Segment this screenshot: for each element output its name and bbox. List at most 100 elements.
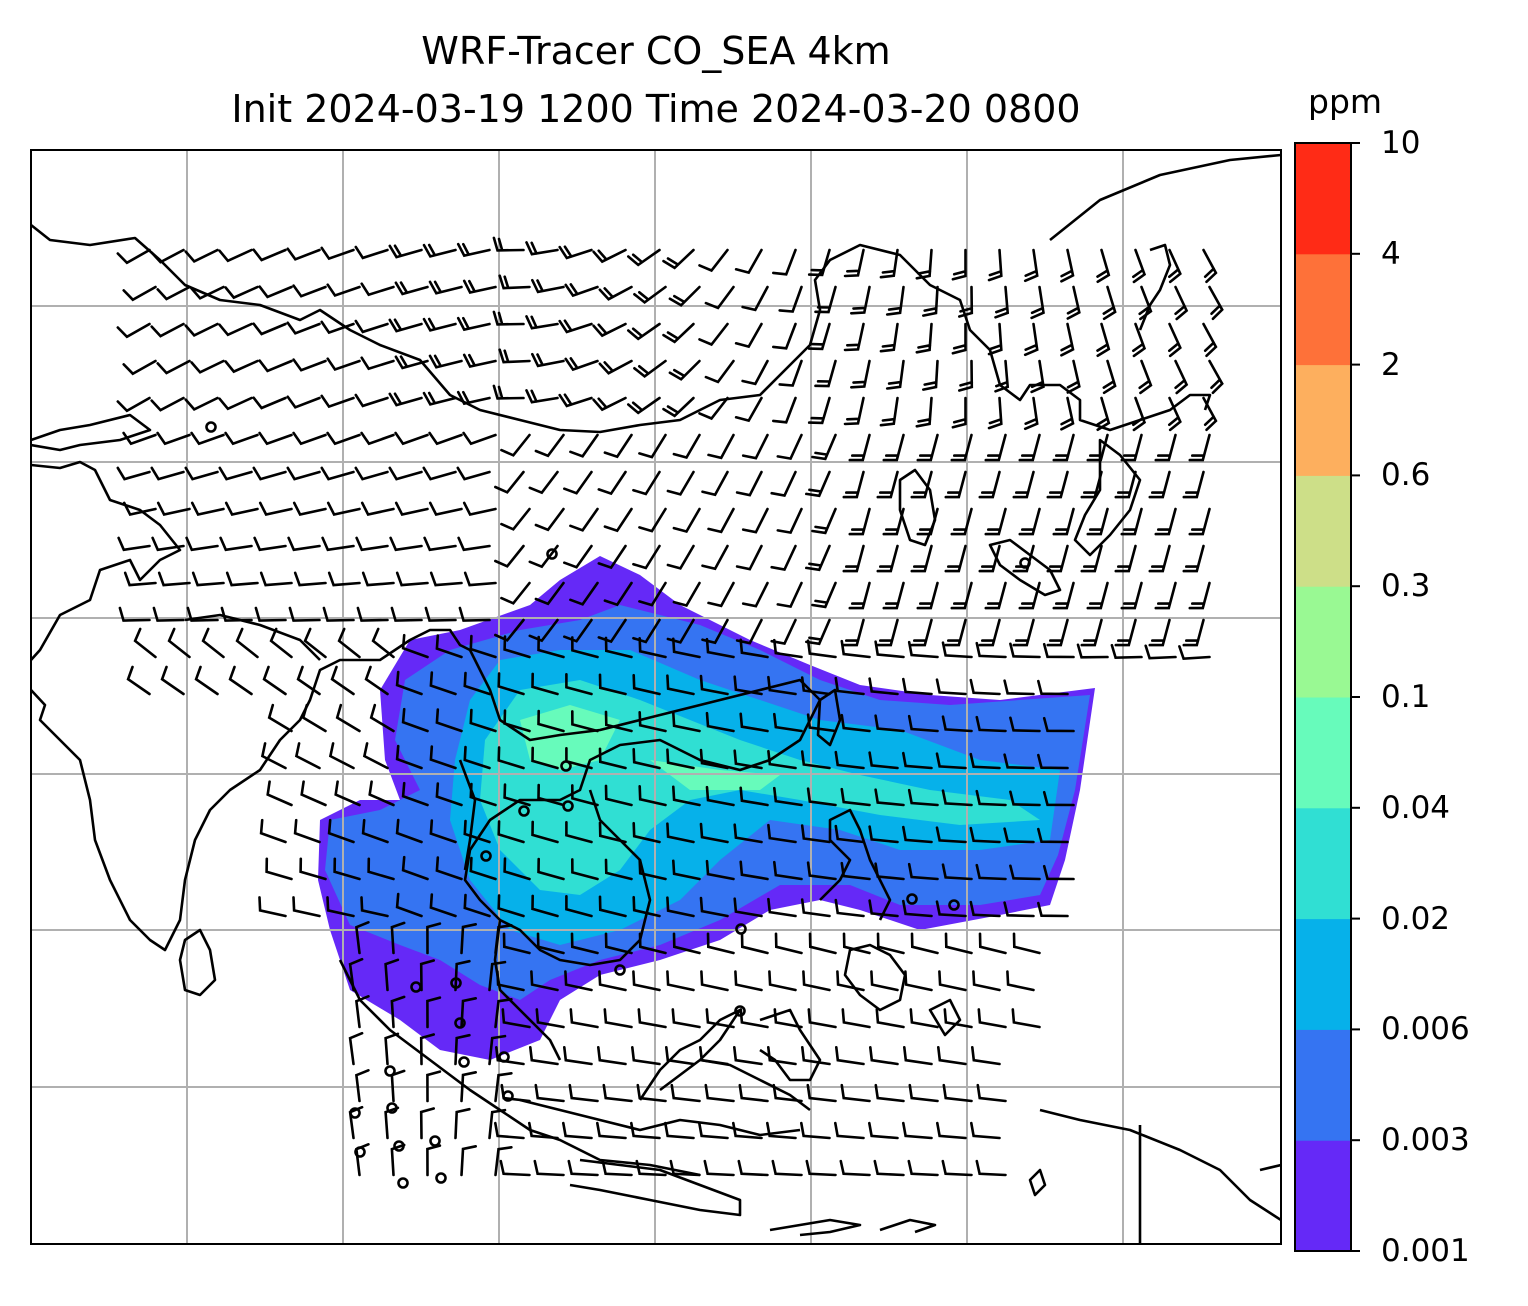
wind-barb xyxy=(662,322,695,344)
calm-wind-circle xyxy=(614,964,626,976)
wind-barb xyxy=(767,897,797,918)
wind-barb xyxy=(705,711,735,733)
wind-barb xyxy=(902,825,933,844)
wind-barb xyxy=(868,751,899,770)
wind-barb xyxy=(218,466,253,481)
wind-barb xyxy=(978,932,1007,955)
wind-barb xyxy=(258,896,287,918)
wind-barb xyxy=(941,1159,973,1177)
wind-barb xyxy=(235,627,259,659)
wind-barb xyxy=(987,322,1003,356)
wind-barb xyxy=(800,676,831,696)
wind-barb xyxy=(502,932,531,955)
wind-barb xyxy=(638,785,667,807)
wind-barb xyxy=(419,1107,435,1140)
wind-barb xyxy=(666,618,695,644)
wind-barb xyxy=(160,665,185,696)
wind-barb xyxy=(597,618,627,644)
chart-title-line1: WRF-Tracer CO_SEA 4km xyxy=(421,29,891,73)
wind-barb xyxy=(1060,396,1075,431)
wind-barb xyxy=(741,285,769,312)
calm-wind-circle xyxy=(906,893,918,905)
wind-barb xyxy=(435,782,463,807)
wind-barb xyxy=(944,470,967,499)
wind-barb xyxy=(531,820,559,844)
wind-barb xyxy=(814,285,837,314)
wind-barb xyxy=(224,285,259,300)
wind-barb xyxy=(322,606,355,622)
wind-barb xyxy=(254,606,287,622)
wind-barb xyxy=(1009,790,1041,807)
wind-barb xyxy=(469,634,497,659)
wind-barb xyxy=(950,507,973,536)
colorbar-segment xyxy=(1295,586,1351,698)
wind-barb xyxy=(669,1159,701,1177)
wind-barb xyxy=(429,893,457,918)
wind-barb xyxy=(534,1083,565,1103)
wind-barb xyxy=(739,1008,769,1029)
colorbar-frame xyxy=(1294,142,1352,1252)
wind-barb xyxy=(394,281,429,296)
wind-barb xyxy=(460,1071,477,1103)
calm-wind-circle xyxy=(562,800,574,812)
wind-barb xyxy=(388,244,423,259)
wind-barb xyxy=(498,348,531,364)
wind-barb xyxy=(361,571,395,587)
wind-barb xyxy=(632,470,661,496)
wind-barb xyxy=(771,1159,803,1177)
wind-barb xyxy=(292,501,327,516)
wind-barb xyxy=(364,665,389,696)
wind-barb xyxy=(463,671,491,696)
wind-barb xyxy=(292,431,327,446)
calm-wind-circle xyxy=(480,850,492,862)
wind-barb xyxy=(915,396,933,428)
wind-barb xyxy=(706,932,735,955)
wind-barb xyxy=(767,675,797,696)
wind-barb xyxy=(469,856,497,881)
wind-barb xyxy=(1009,642,1041,659)
wind-barb xyxy=(902,677,933,696)
wind-barb xyxy=(428,354,463,369)
wind-barb xyxy=(354,393,389,408)
wind-barb xyxy=(454,1107,471,1140)
wind-barb xyxy=(734,322,763,349)
wind-barb xyxy=(1208,285,1224,321)
wind-barb xyxy=(368,780,395,807)
wind-barb xyxy=(970,1121,1001,1140)
wind-barb xyxy=(384,958,400,992)
calm-wind-circle xyxy=(450,977,462,989)
wind-barb xyxy=(868,825,899,844)
wind-barb xyxy=(1096,322,1111,357)
wind-barb xyxy=(916,433,939,462)
wind-barb xyxy=(525,241,559,256)
wind-barb xyxy=(984,507,1007,536)
wind-barb xyxy=(978,470,1001,499)
wind-barb xyxy=(951,322,967,355)
wind-barb xyxy=(537,783,565,807)
wind-barb xyxy=(868,1121,899,1140)
wind-barb xyxy=(497,672,525,696)
wind-barb xyxy=(910,544,933,573)
wind-barb xyxy=(834,898,865,918)
wind-barb xyxy=(770,544,797,571)
wind-barb xyxy=(500,507,531,531)
wind-barb xyxy=(739,786,769,807)
wind-barb xyxy=(969,826,1001,844)
wind-barb xyxy=(602,1083,633,1103)
wind-barb xyxy=(494,618,525,642)
wind-barb xyxy=(705,1008,735,1029)
wind-barb xyxy=(1120,507,1143,536)
wind-barb xyxy=(994,359,1010,393)
wind-barb xyxy=(668,285,701,307)
wind-barb xyxy=(494,998,513,1029)
wind-barb xyxy=(975,863,1007,881)
wind-barb xyxy=(1003,753,1035,770)
wind-barb xyxy=(122,285,157,302)
wind-barb xyxy=(958,285,974,318)
wind-barb xyxy=(429,571,463,587)
wind-barb xyxy=(1080,470,1103,499)
wind-barb xyxy=(811,507,837,535)
wind-barb xyxy=(773,712,803,733)
wind-barb xyxy=(184,322,219,338)
